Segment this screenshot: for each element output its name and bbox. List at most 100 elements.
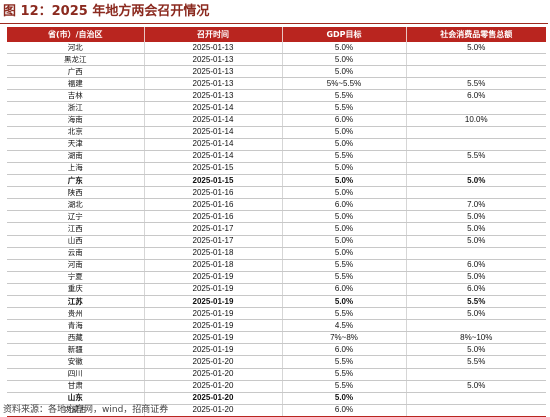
table-row: 吉林 2025-01-13 5.5% 6.0% (7, 89, 546, 103)
gdp-target-cell: 6.0% (282, 114, 407, 127)
date-cell: 2025-01-19 (144, 331, 283, 345)
retail-target-cell: 5.0% (406, 174, 546, 188)
gdp-target-cell: 5.0% (282, 53, 407, 67)
region-cell: 贵州 (7, 307, 145, 321)
table-row: 宁夏 2025-01-19 5.5% 5.0% (7, 271, 546, 284)
region-cell: 黑龙江 (7, 53, 145, 67)
date-cell: 2025-01-13 (144, 65, 283, 79)
table-row: 山西 2025-01-17 5.0% 5.0% (7, 235, 546, 248)
date-cell: 2025-01-19 (144, 295, 283, 309)
retail-target-cell: 5.0% (406, 307, 546, 321)
retail-target-cell (406, 186, 546, 200)
gdp-target-cell: 5.0% (282, 186, 407, 200)
date-cell: 2025-01-16 (144, 198, 283, 212)
table-row: 广东 2025-01-15 5.0% 5.0% (7, 174, 546, 188)
table-row: 上海 2025-01-15 5.0% (7, 162, 546, 176)
table-row: 天津 2025-01-14 5.0% (7, 138, 546, 151)
date-cell: 2025-01-20 (144, 355, 283, 369)
gdp-target-cell: 5.0% (282, 392, 407, 405)
gdp-target-cell: 4.5% (282, 319, 407, 333)
table-row: 山东 2025-01-20 5.0% (7, 392, 546, 405)
gdp-target-cell: 5.0% (282, 235, 407, 248)
date-cell: 2025-01-20 (144, 368, 283, 381)
date-cell: 2025-01-14 (144, 101, 283, 115)
region-cell: 内蒙古 (7, 404, 145, 417)
region-cell: 新疆 (7, 343, 145, 357)
region-cell: 吉林 (7, 89, 145, 103)
gdp-target-cell: 5.0% (282, 247, 407, 260)
table-row: 江苏 2025-01-19 5.0% 5.5% (7, 295, 546, 309)
table-row: 北京 2025-01-14 5.0% (7, 126, 546, 139)
table-row: 四川 2025-01-20 5.5% (7, 368, 546, 381)
table-row: 西藏 2025-01-19 7%~8% 8%~10% (7, 331, 546, 345)
retail-target-cell (406, 404, 546, 417)
gdp-target-cell: 6.0% (282, 198, 407, 212)
date-cell: 2025-01-19 (144, 271, 283, 284)
retail-target-cell (406, 126, 546, 139)
table-row: 河南 2025-01-18 5.5% 6.0% (7, 259, 546, 272)
retail-target-cell (406, 392, 546, 405)
two-sessions-table: 省(市）/自治区 召开时间 GDP目标 社会消费品零售总额 河北 2025-01-… (7, 27, 546, 417)
retail-target-cell: 5.0% (406, 343, 546, 357)
date-cell: 2025-01-16 (144, 186, 283, 200)
region-cell: 天津 (7, 138, 145, 151)
gdp-target-cell: 5.5% (282, 150, 407, 163)
date-cell: 2025-01-14 (144, 114, 283, 127)
region-cell: 重庆 (7, 283, 145, 296)
date-cell: 2025-01-20 (144, 404, 283, 417)
region-cell: 北京 (7, 126, 145, 139)
retail-target-cell: 6.0% (406, 89, 546, 103)
region-cell: 安徽 (7, 355, 145, 369)
retail-target-cell: 5.0% (406, 380, 546, 393)
date-cell: 2025-01-18 (144, 259, 283, 272)
gdp-target-cell: 7%~8% (282, 331, 407, 345)
region-cell: 广西 (7, 65, 145, 79)
region-cell: 海南 (7, 114, 145, 127)
date-cell: 2025-01-20 (144, 392, 283, 405)
region-cell: 上海 (7, 162, 145, 176)
table-row: 江西 2025-01-17 5.0% 5.0% (7, 222, 546, 236)
table-row: 重庆 2025-01-19 6.0% 6.0% (7, 283, 546, 296)
retail-target-cell: 8%~10% (406, 331, 546, 345)
table-row: 河北 2025-01-13 5.0% 5.0% (7, 42, 546, 55)
retail-target-cell (406, 65, 546, 79)
table-row: 黑龙江 2025-01-13 5.0% (7, 53, 546, 67)
gdp-target-cell: 5.0% (282, 42, 407, 55)
retail-target-cell: 7.0% (406, 198, 546, 212)
region-cell: 甘肃 (7, 380, 145, 393)
date-cell: 2025-01-17 (144, 222, 283, 236)
gdp-target-cell: 5.5% (282, 259, 407, 272)
header-region: 省(市）/自治区 (7, 27, 145, 42)
retail-target-cell: 5.5% (406, 150, 546, 163)
retail-target-cell (406, 162, 546, 176)
region-cell: 浙江 (7, 101, 145, 115)
date-cell: 2025-01-13 (144, 89, 283, 103)
figure-title: 图 12：2025 年地方两会召开情况 (3, 4, 210, 19)
gdp-target-cell: 6.0% (282, 404, 407, 417)
region-cell: 江苏 (7, 295, 145, 309)
gdp-target-cell: 5.0% (282, 65, 407, 79)
gdp-target-cell: 5.0% (282, 174, 407, 188)
region-cell: 云南 (7, 247, 145, 260)
table-header-row: 省(市）/自治区 召开时间 GDP目标 社会消费品零售总额 (7, 27, 546, 42)
table-row: 甘肃 2025-01-20 5.5% 5.0% (7, 380, 546, 393)
header-retail-sales: 社会消费品零售总额 (406, 27, 546, 42)
gdp-target-cell: 5.5% (282, 380, 407, 393)
retail-target-cell (406, 101, 546, 115)
header-date: 召开时间 (144, 27, 283, 42)
gdp-target-cell: 5.0% (282, 222, 407, 236)
table-row: 贵州 2025-01-19 5.5% 5.0% (7, 307, 546, 321)
retail-target-cell (406, 138, 546, 151)
retail-target-cell: 10.0% (406, 114, 546, 127)
date-cell: 2025-01-15 (144, 162, 283, 176)
region-cell: 湖南 (7, 150, 145, 163)
gdp-target-cell: 5.5% (282, 89, 407, 103)
date-cell: 2025-01-18 (144, 247, 283, 260)
date-cell: 2025-01-19 (144, 283, 283, 296)
region-cell: 陕西 (7, 186, 145, 200)
region-cell: 宁夏 (7, 271, 145, 284)
region-cell: 湖北 (7, 198, 145, 212)
table-row: 青海 2025-01-19 4.5% (7, 319, 546, 333)
table-row: 云南 2025-01-18 5.0% (7, 247, 546, 260)
date-cell: 2025-01-19 (144, 319, 283, 333)
